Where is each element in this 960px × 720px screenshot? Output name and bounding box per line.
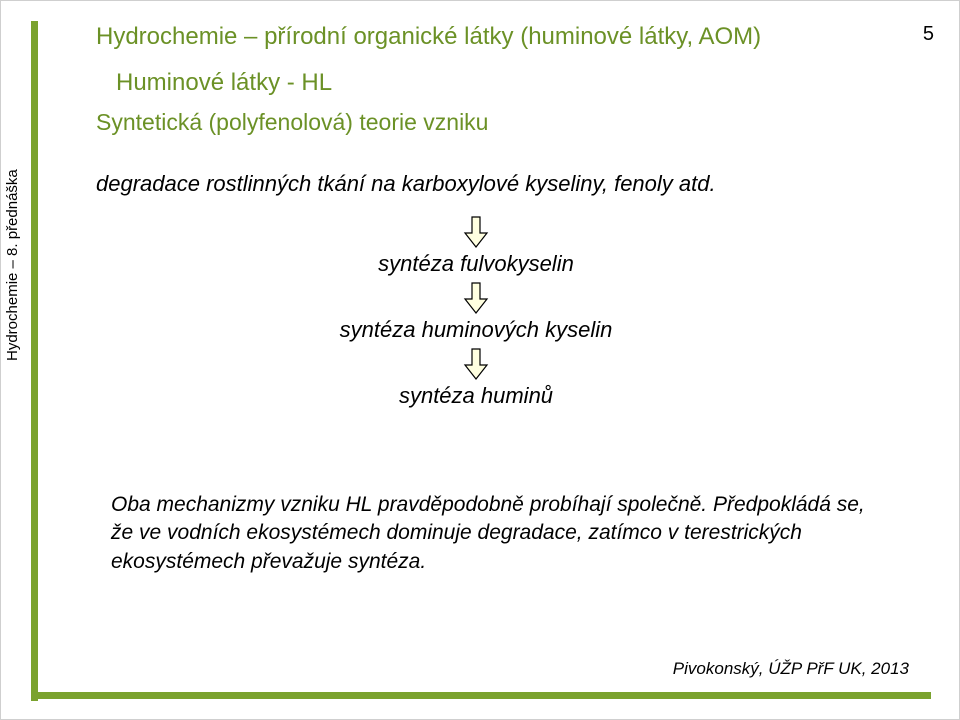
decor-border-bottom	[31, 692, 931, 699]
content-line-1: degradace rostlinných tkání na karboxylo…	[96, 171, 856, 197]
page-subtitle: Huminové látky - HL	[116, 69, 332, 97]
down-arrow-icon	[463, 281, 489, 315]
flow-step-3: syntéza huminů	[96, 383, 856, 409]
sidebar-label: Hydrochemie – 8. přednáška	[4, 169, 21, 361]
slide-page: Hydrochemie – 8. přednáška Hydrochemie –…	[0, 0, 960, 720]
decor-border-left	[31, 21, 38, 701]
flow-step-1: syntéza fulvokyselin	[96, 251, 856, 277]
flow-diagram: syntéza fulvokyselin syntéza huminových …	[96, 211, 856, 411]
down-arrow-icon	[463, 347, 489, 381]
footer-credit: Pivokonský, ÚŽP PřF UK, 2013	[673, 659, 909, 679]
page-title: Hydrochemie – přírodní organické látky (…	[96, 23, 761, 51]
theory-heading: Syntetická (polyfenolová) teorie vzniku	[96, 109, 488, 136]
summary-text: Oba mechanizmy vzniku HL pravděpodobně p…	[111, 491, 871, 576]
flow-step-2: syntéza huminových kyselin	[96, 317, 856, 343]
page-number: 5	[923, 23, 934, 46]
down-arrow-icon	[463, 215, 489, 249]
